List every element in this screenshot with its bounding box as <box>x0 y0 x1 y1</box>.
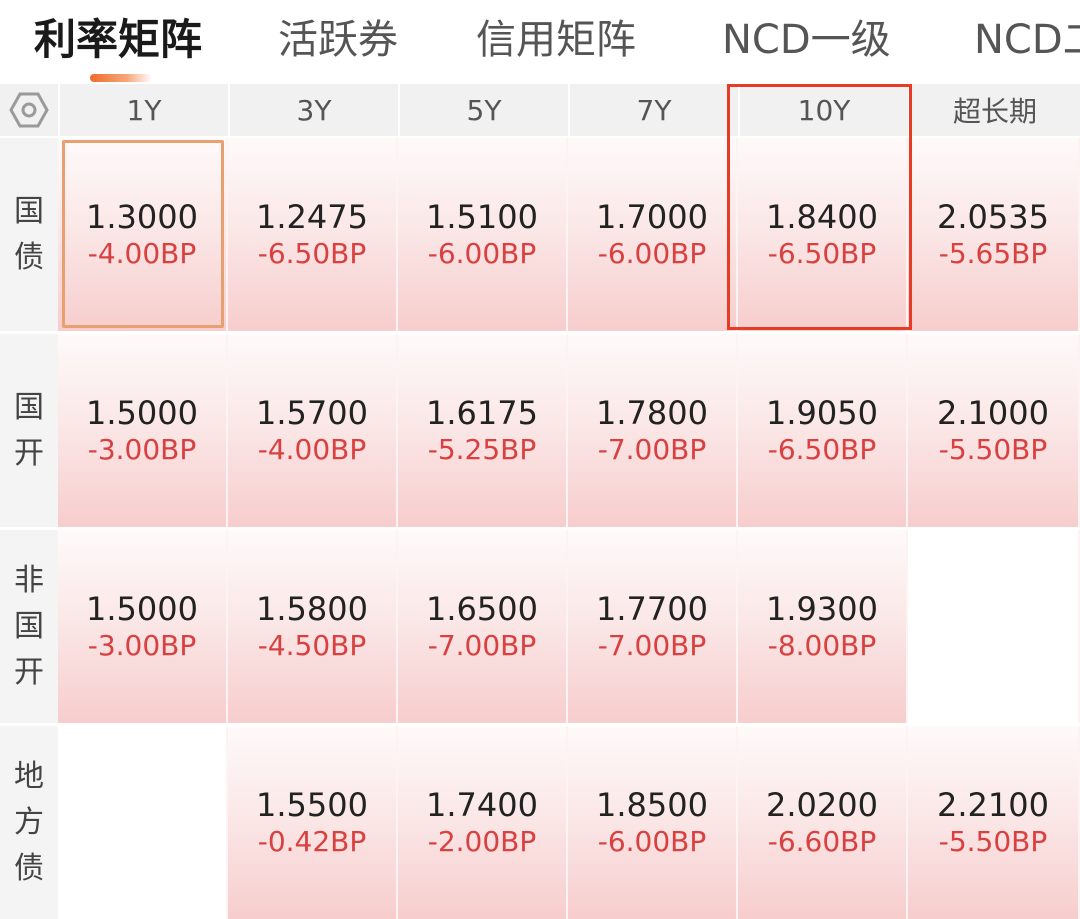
rate-value: 2.2100 <box>937 785 1049 824</box>
rate-change: -6.00BP <box>597 824 707 858</box>
rate-change: -2.00BP <box>427 824 537 858</box>
rate-value: 1.8500 <box>596 785 708 824</box>
row-header-char: 债 <box>14 850 44 886</box>
tab-bar: 利率矩阵 活跃券 信用矩阵 NCD一级 NCD二 <box>0 0 1080 84</box>
column-header-10y[interactable]: 10Y <box>738 84 908 136</box>
rate-cell[interactable]: 1.6175 -5.25BP <box>398 334 568 527</box>
rate-change: -5.50BP <box>938 432 1048 466</box>
column-header-7y[interactable]: 7Y <box>568 84 738 136</box>
tab-credit-matrix[interactable]: 信用矩阵 <box>476 17 636 63</box>
rate-change: -5.65BP <box>938 236 1048 270</box>
rate-value: 1.3000 <box>86 197 198 236</box>
rate-cell[interactable]: 1.5800 -4.50BP <box>228 530 398 723</box>
rate-value: 1.9300 <box>766 589 878 628</box>
rate-change: -5.25BP <box>427 432 537 466</box>
column-header-3y[interactable]: 3Y <box>228 84 398 136</box>
rate-change: -0.42BP <box>257 824 367 858</box>
settings-button[interactable] <box>0 84 58 136</box>
rate-change: -6.00BP <box>597 236 707 270</box>
row-header: 国债 <box>0 138 58 331</box>
rate-value: 2.0535 <box>937 197 1049 236</box>
active-tab-indicator <box>90 74 152 82</box>
row-header-char: 地 <box>14 758 44 794</box>
rate-change: -7.00BP <box>597 432 707 466</box>
rate-change: -6.50BP <box>257 236 367 270</box>
rate-cell[interactable]: 2.1000 -5.50BP <box>908 334 1080 527</box>
rate-change: -6.50BP <box>767 432 877 466</box>
rate-change: -4.00BP <box>87 236 197 270</box>
rate-change: -7.00BP <box>427 628 537 662</box>
row-header-char: 债 <box>14 239 44 275</box>
rate-cell[interactable]: 1.2475 -6.50BP <box>228 138 398 331</box>
tab-active-bonds[interactable]: 活跃券 <box>278 17 398 63</box>
row-header: 国开 <box>0 334 58 527</box>
rate-cell[interactable]: 1.5700 -4.00BP <box>228 334 398 527</box>
rate-change: -5.50BP <box>938 824 1048 858</box>
row-header-char: 国 <box>14 193 44 229</box>
rate-cell[interactable]: 2.0200 -6.60BP <box>738 726 908 919</box>
rate-cell[interactable]: 1.7700 -7.00BP <box>568 530 738 723</box>
rate-cell[interactable]: 1.7400 -2.00BP <box>398 726 568 919</box>
row-header: 地方债 <box>0 726 58 919</box>
rate-cell[interactable]: 1.5100 -6.00BP <box>398 138 568 331</box>
rate-value: 1.5800 <box>256 589 368 628</box>
rate-cell[interactable]: 1.9300 -8.00BP <box>738 530 908 723</box>
rate-cell[interactable]: 2.2100 -5.50BP <box>908 726 1080 919</box>
settings-hexagon-icon <box>9 92 49 128</box>
rate-cell[interactable]: 1.8400 -6.50BP <box>738 138 908 331</box>
rate-change: -8.00BP <box>767 628 877 662</box>
tab-ncd-secondary[interactable]: NCD二 <box>974 17 1080 63</box>
row-header-char: 开 <box>14 435 44 471</box>
rate-value: 1.7800 <box>596 393 708 432</box>
column-header-1y[interactable]: 1Y <box>58 84 228 136</box>
tab-rate-matrix[interactable]: 利率矩阵 <box>34 15 203 64</box>
empty-cell <box>908 530 1080 723</box>
row-header-char: 国 <box>14 608 44 644</box>
rate-cell[interactable]: 1.7000 -6.00BP <box>568 138 738 331</box>
rate-cell[interactable]: 1.8500 -6.00BP <box>568 726 738 919</box>
rate-change: -4.00BP <box>257 432 367 466</box>
row-header-char: 方 <box>14 804 44 840</box>
rate-value: 1.5000 <box>86 589 198 628</box>
rate-value: 1.5100 <box>426 197 538 236</box>
row-header: 非国开 <box>0 530 58 723</box>
rate-change: -3.00BP <box>87 432 197 466</box>
tab-ncd-primary[interactable]: NCD一级 <box>722 17 891 63</box>
rate-value: 1.7000 <box>596 197 708 236</box>
rate-cell[interactable]: 1.9050 -6.50BP <box>738 334 908 527</box>
rate-change: -4.50BP <box>257 628 367 662</box>
rate-cell[interactable]: 1.5500 -0.42BP <box>228 726 398 919</box>
column-header-ultra-long[interactable]: 超长期 <box>908 84 1080 136</box>
rate-change: -7.00BP <box>597 628 707 662</box>
empty-cell <box>58 726 228 919</box>
rate-change: -6.60BP <box>767 824 877 858</box>
rate-change: -6.00BP <box>427 236 537 270</box>
row-header-char: 开 <box>14 654 44 690</box>
rate-value: 1.5500 <box>256 785 368 824</box>
rate-value: 1.6175 <box>426 393 538 432</box>
rate-cell[interactable]: 1.7800 -7.00BP <box>568 334 738 527</box>
row-header-char: 非 <box>14 562 44 598</box>
rate-cell[interactable]: 1.5000 -3.00BP <box>58 334 228 527</box>
rate-value: 1.5000 <box>86 393 198 432</box>
rate-value: 1.7400 <box>426 785 538 824</box>
rate-cell[interactable]: 2.0535 -5.65BP <box>908 138 1080 331</box>
rate-change: -6.50BP <box>767 236 877 270</box>
column-header-5y[interactable]: 5Y <box>398 84 568 136</box>
rate-value: 2.1000 <box>937 393 1049 432</box>
rate-change: -3.00BP <box>87 628 197 662</box>
row-header-char: 国 <box>14 389 44 425</box>
rate-value: 2.0200 <box>766 785 878 824</box>
matrix-header: 1Y 3Y 5Y 7Y 10Y 超长期 <box>0 84 1080 136</box>
rate-value: 1.7700 <box>596 589 708 628</box>
rate-value: 1.6500 <box>426 589 538 628</box>
rate-cell[interactable]: 1.5000 -3.00BP <box>58 530 228 723</box>
rate-cell[interactable]: 1.3000 -4.00BP <box>58 138 228 331</box>
rate-cell[interactable]: 1.6500 -7.00BP <box>398 530 568 723</box>
rate-value: 1.8400 <box>766 197 878 236</box>
rate-value: 1.9050 <box>766 393 878 432</box>
rate-value: 1.2475 <box>256 197 368 236</box>
rate-value: 1.5700 <box>256 393 368 432</box>
